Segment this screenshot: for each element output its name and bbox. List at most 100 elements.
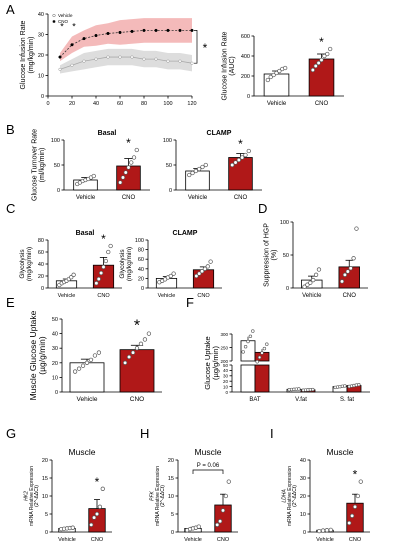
A-line-point [178, 28, 182, 32]
F-data-point [251, 329, 255, 333]
C-clamp-ytick-label: 100 [135, 238, 144, 244]
C-clamp-data-point [194, 273, 199, 279]
E-ytick-label: 20 [52, 361, 58, 367]
B-basal-data-point [131, 155, 137, 160]
A-bar-ytick-label: 600 [241, 34, 250, 40]
B-clamp-data-point [203, 162, 208, 168]
A-bar-data-point [316, 60, 321, 66]
A-bar-data-point [268, 74, 273, 80]
D-data-point [339, 279, 345, 284]
A-line-xtick-label: 40 [93, 101, 99, 107]
A-bar-data-point [322, 53, 327, 59]
A-line-point [82, 59, 86, 63]
D-ytick-label: 50 [283, 253, 289, 259]
C-basal-data-point [96, 276, 101, 282]
A-line-xtick-label: 100 [163, 101, 172, 107]
A-bar-data-point [328, 46, 333, 52]
E-bar-vehicle [69, 362, 105, 393]
G-data-point [89, 522, 94, 527]
A-line-point [94, 33, 98, 38]
B-clamp-significance-marker: * [238, 137, 243, 151]
D-ytick-label: 0 [286, 286, 289, 292]
H-data-point [220, 508, 226, 513]
B-clamp-data-point [193, 168, 198, 174]
F-data-point [357, 382, 361, 387]
A-line-point [118, 30, 122, 35]
A-bar-ytick-label: 0 [247, 94, 250, 100]
A-line-ytick-label: 20 [38, 53, 44, 59]
A-line-point [178, 59, 182, 63]
A-bar-y-axis-label: (AUC) [229, 56, 236, 75]
A-bar-y-axis-label: Glucose Infusion Rate [222, 31, 229, 100]
B-clamp-category-label: CNO [234, 195, 248, 201]
B-clamp-data-point [236, 157, 241, 163]
B-basal-category-label: CNO [122, 195, 136, 201]
A-line-series-cno [59, 29, 192, 58]
I-ytick-label: 40 [300, 458, 306, 464]
H-ytick-label: 15 [168, 476, 174, 482]
H-data-point [215, 522, 220, 527]
B-clamp-ytick-label: 50 [166, 163, 172, 169]
I-ytick-label: 20 [300, 494, 306, 500]
H-ytick-label: 10 [168, 494, 174, 500]
C-basal-ytick-label: 40 [38, 262, 44, 268]
A-line-point [106, 31, 110, 36]
F-data-point [248, 334, 253, 338]
F-data-point [255, 360, 259, 364]
B-clamp-data-point [240, 155, 245, 160]
D-category-label: Vehicle [302, 293, 322, 299]
A-bar-data-point [277, 68, 282, 74]
A-bar-data-point [325, 51, 330, 57]
I-data-point [328, 527, 333, 532]
B-basal-ytick-label: 100 [51, 138, 60, 144]
D-data-point [345, 269, 350, 274]
G-y-axis-label: (2^-ΔΔCt) [34, 485, 40, 507]
A-bar-bar-vehicle [263, 73, 290, 97]
A-line-point [130, 55, 134, 59]
panel-letter-d: D [258, 201, 267, 216]
E-data-point [122, 360, 128, 365]
I-data-point [358, 479, 363, 484]
C-clamp-data-point [205, 264, 210, 269]
B-clamp-data-point [197, 166, 202, 172]
I-data-point [349, 513, 355, 518]
H-p-value: P = 0.06 [197, 463, 220, 469]
G-ytick-label: 20 [42, 458, 48, 464]
E-data-point [84, 360, 90, 365]
G-data-point [94, 511, 100, 517]
panel-letter-a: A [6, 2, 15, 17]
H-y-axis-label: mRNA Relative Expression [155, 466, 161, 526]
I-data-point [347, 520, 352, 526]
G-title: Muscle [69, 447, 96, 457]
A-line-xtick-label: 20 [69, 101, 75, 107]
A-line-point [82, 37, 86, 41]
panel-letter-f: F [186, 295, 194, 310]
B-basal-category-label: Vehicle [76, 195, 96, 201]
G-ytick-label: 10 [42, 494, 48, 500]
I-data-point [352, 504, 358, 509]
C-basal-ytick-label: 60 [38, 250, 44, 256]
B-basal-data-point [126, 165, 131, 170]
F-data-point [260, 351, 264, 355]
C-basal-significance-marker: * [101, 232, 106, 246]
F-data-point [241, 350, 245, 354]
E-data-point [142, 337, 148, 342]
E-data-point [126, 354, 132, 360]
C-clamp-ytick-label: 80 [138, 248, 144, 254]
A-line-point [130, 29, 134, 33]
B-clamp-data-point [243, 152, 248, 158]
C-clamp-data-point [202, 266, 208, 271]
C-basal-y-axis-label: (mg/kg/min) [26, 247, 33, 281]
E-y-axis-label: (µg/g/min) [37, 336, 47, 375]
F-data-point [257, 355, 262, 360]
I-significance-marker: * [353, 468, 358, 482]
C-clamp-ytick-label: 0 [141, 286, 144, 292]
B-basal-data-point [123, 170, 128, 175]
H-data-point [217, 519, 223, 524]
B-clamp-data-point [233, 160, 238, 165]
E-data-point [96, 350, 102, 355]
G-ytick-label: 15 [42, 476, 48, 482]
panel-letter-e: E [6, 295, 15, 310]
E-significance-marker: * [134, 318, 140, 335]
A-line-point [142, 28, 146, 32]
